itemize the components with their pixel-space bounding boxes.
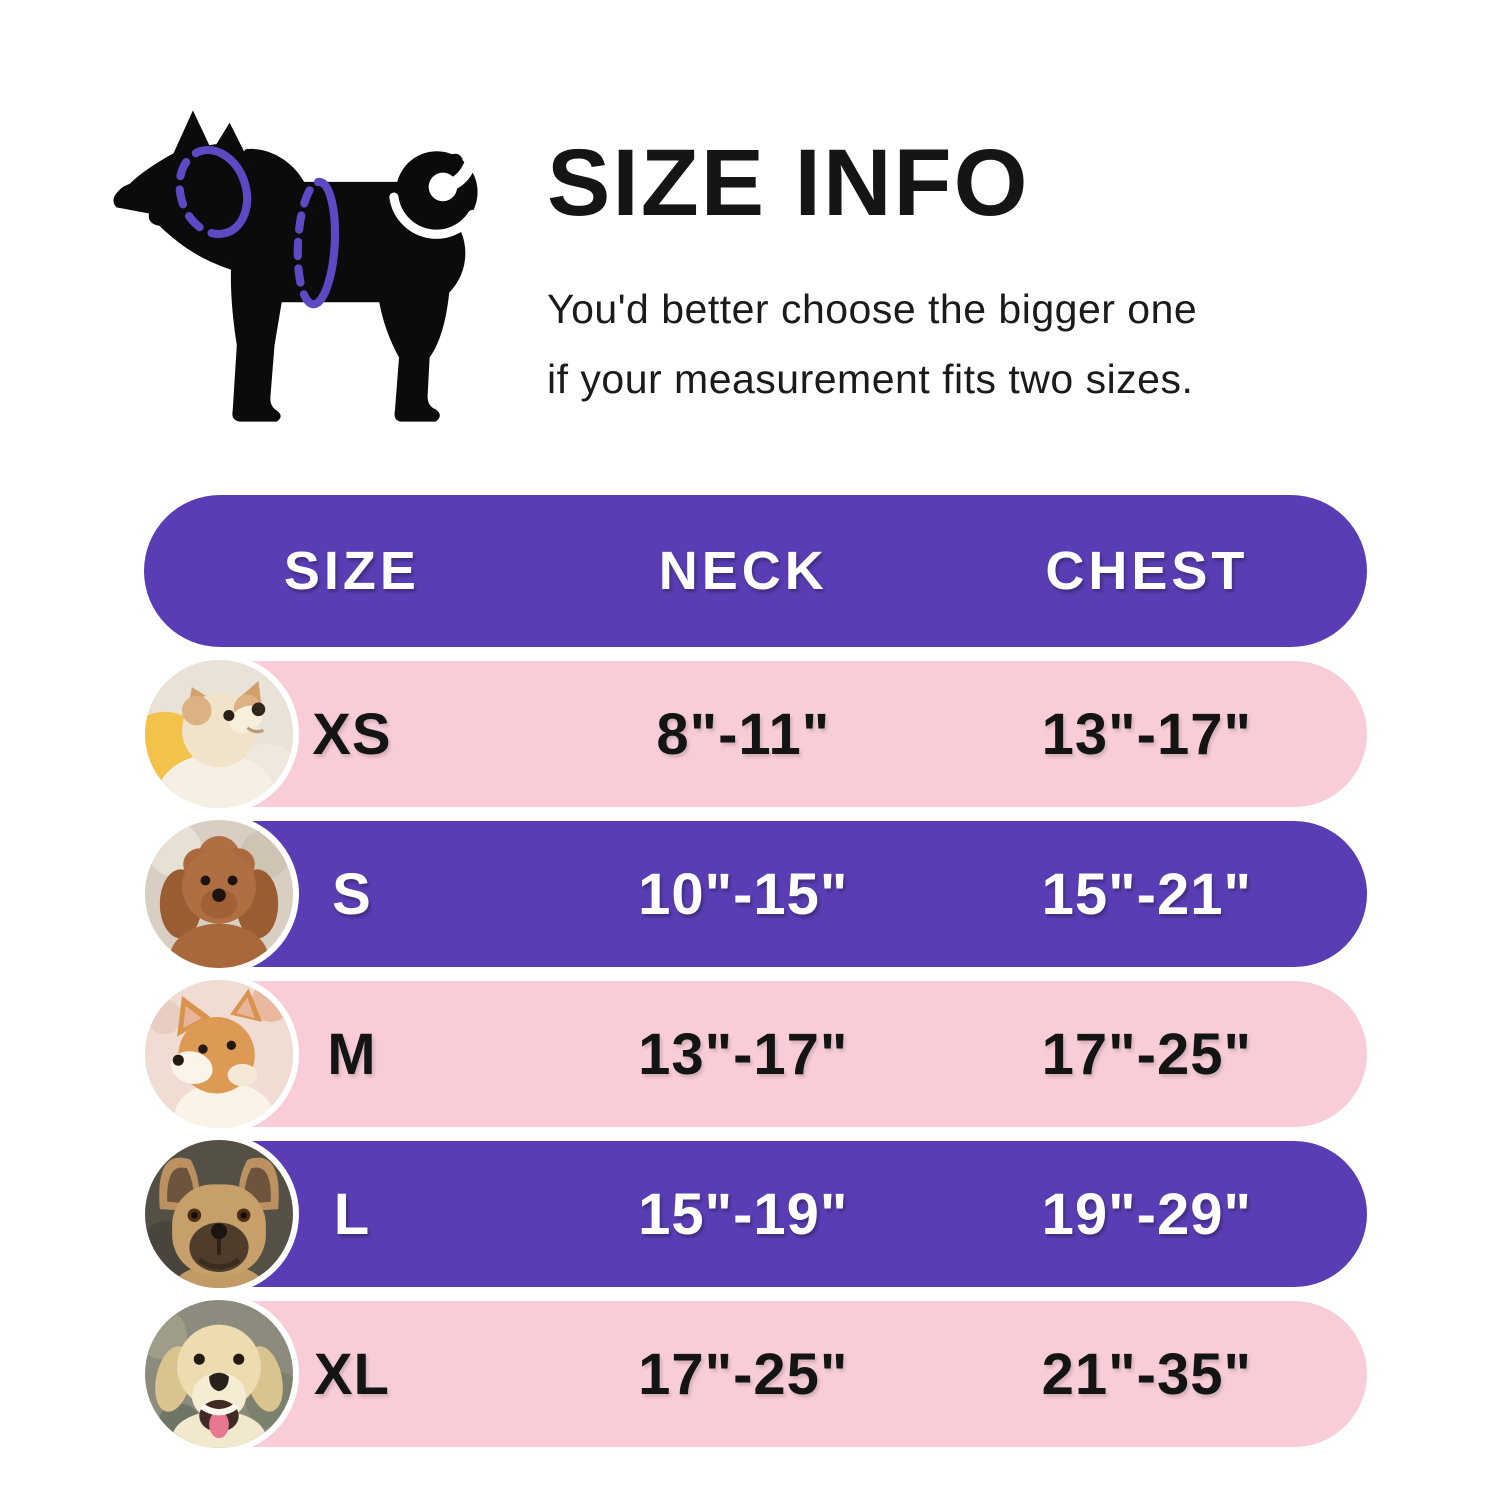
dog-photo-labrador [139, 1294, 299, 1454]
cell-neck: 15"-19" [638, 1181, 849, 1247]
cell-chest: 15"-21" [1041, 861, 1252, 927]
cell-neck: 17"-25" [638, 1341, 849, 1407]
table-row-l: L 15"-19" 19"-29" [139, 1134, 1367, 1294]
cell-size: XS [312, 701, 392, 767]
table-header-row: SIZE NECK CHEST [144, 495, 1367, 647]
cell-neck: 10"-15" [638, 861, 849, 927]
cell-size: L [333, 1181, 371, 1247]
dog-photo-pomeranian [139, 654, 299, 814]
table-row-s: S 10"-15" 15"-21" [139, 814, 1367, 974]
cell-size: M [327, 1021, 377, 1087]
dog-measurement-illustration [113, 110, 478, 422]
cell-neck: 13"-17" [638, 1021, 849, 1087]
cell-chest: 17"-25" [1041, 1021, 1252, 1087]
neck-measure-loop [175, 145, 252, 239]
cell-chest: 19"-29" [1041, 1181, 1252, 1247]
cell-size: XL [313, 1341, 390, 1407]
header-cell-size: SIZE [283, 541, 420, 601]
chest-measure-loop [293, 177, 340, 309]
tail-curl-highlight [389, 153, 478, 239]
dog-photo-poodle [139, 814, 299, 974]
heading-block: SIZE INFO You'd better choose the bigger… [547, 130, 1377, 415]
cell-chest: 13"-17" [1041, 701, 1252, 767]
cell-size: S [332, 861, 372, 927]
table-row-m: M 13"-17" 17"-25" [139, 974, 1367, 1134]
dog-photo-shiba [139, 974, 299, 1134]
subtitle-line-2: if your measurement fits two sizes. [547, 356, 1194, 403]
header-cell-neck: NECK [658, 541, 828, 601]
subtitle: You'd better choose the bigger one if yo… [547, 274, 1377, 415]
cell-neck: 8"-11" [656, 701, 831, 767]
size-table: SIZE NECK CHEST [139, 495, 1367, 1454]
table-row-xs: XS 8"-11" 13"-17" [139, 654, 1367, 814]
cell-chest: 21"-35" [1041, 1341, 1252, 1407]
table-row-xl: XL 17"-25" 21"-35" [139, 1294, 1367, 1454]
subtitle-line-1: You'd better choose the bigger one [547, 285, 1198, 332]
page-title: SIZE INFO [547, 130, 1030, 236]
header-cell-chest: CHEST [1045, 541, 1249, 601]
dog-photo-french-bulldog [139, 1134, 299, 1294]
